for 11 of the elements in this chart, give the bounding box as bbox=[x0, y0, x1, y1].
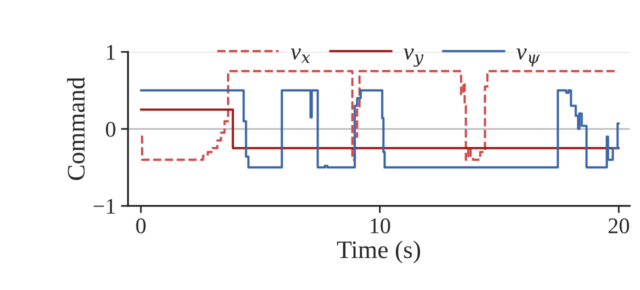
legend-label: v$_{ψ}$ bbox=[516, 48, 540, 66]
y-tick-label: −1 bbox=[94, 198, 115, 214]
y-tick-label: 1 bbox=[107, 44, 115, 60]
x-axis-title: Time (s) bbox=[337, 240, 420, 264]
legend-label: v$_{y}$ bbox=[404, 48, 424, 67]
y-axis-title: Command bbox=[67, 77, 85, 180]
x-tick-label: 20 bbox=[608, 218, 630, 234]
legend-label: v$_{x}$ bbox=[290, 48, 310, 64]
y-tick-label: 0 bbox=[106, 122, 116, 137]
x-tick-label: 10 bbox=[370, 218, 390, 234]
x-tick-label: 0 bbox=[136, 218, 146, 234]
